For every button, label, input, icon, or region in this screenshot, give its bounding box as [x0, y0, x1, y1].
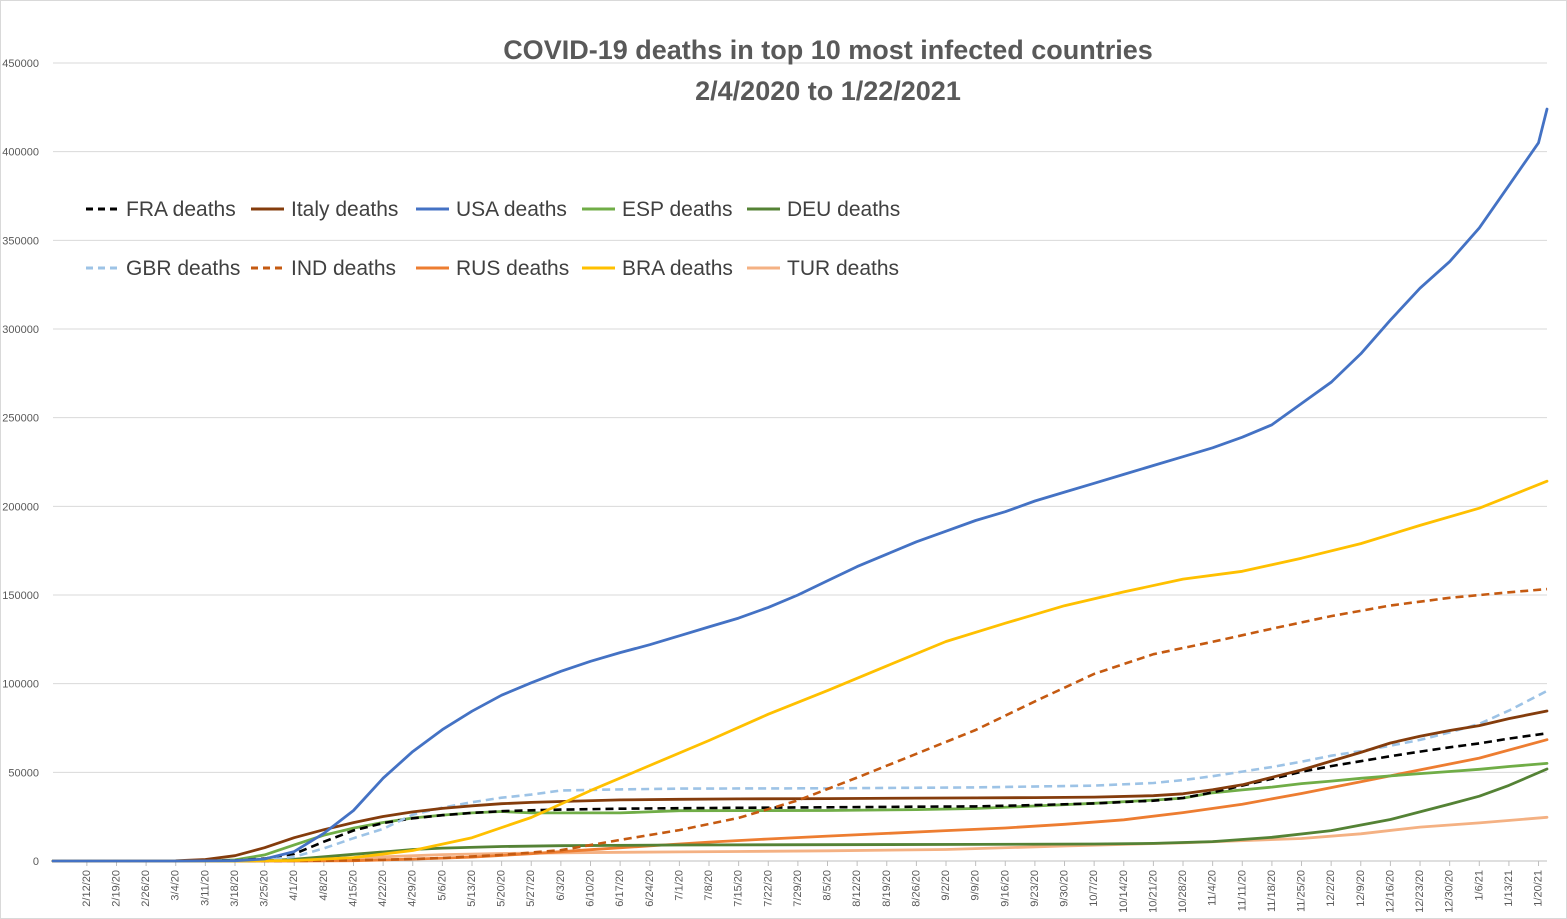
x-tick-label: 10/14/20 — [1118, 870, 1130, 913]
x-tick-label: 3/18/20 — [229, 870, 241, 907]
x-tick-label: 3/4/20 — [170, 870, 182, 901]
x-tick-label: 8/5/20 — [822, 870, 834, 901]
y-tick-label: 300000 — [2, 324, 39, 336]
x-tick-label: 4/1/20 — [288, 870, 300, 901]
legend-label-fra: FRA deaths — [126, 198, 236, 221]
x-tick-label: 12/9/20 — [1355, 870, 1367, 907]
x-tick-label: 9/9/20 — [970, 870, 982, 901]
y-tick-label: 0 — [33, 856, 39, 868]
x-tick-label: 1/13/21 — [1503, 870, 1515, 907]
legend-label-deu: DEU deaths — [787, 198, 900, 221]
x-tick-label: 6/3/20 — [555, 870, 567, 901]
series-lines — [51, 107, 1549, 863]
x-tick-label: 6/17/20 — [614, 870, 626, 907]
y-tick-label: 50000 — [8, 767, 39, 779]
x-tick-label: 12/30/20 — [1444, 870, 1456, 913]
series-line-bra — [51, 479, 1549, 863]
y-tick-label: 400000 — [2, 147, 39, 159]
x-tick-label: 11/25/20 — [1296, 870, 1308, 912]
x-tick-label: 11/18/20 — [1266, 870, 1278, 912]
x-tick-label: 6/10/20 — [585, 870, 597, 907]
x-tick-label: 12/2/20 — [1325, 870, 1337, 907]
x-tick-label: 1/6/21 — [1473, 870, 1485, 901]
x-tick-label: 3/11/20 — [199, 870, 211, 906]
x-tick-label: 5/6/20 — [436, 870, 448, 901]
chart-subtitle: 2/4/2020 to 1/22/2021 — [695, 76, 961, 106]
legend: FRA deaths Italy deaths USA deaths ESP deat… — [86, 198, 900, 280]
x-tick-label: 11/11/20 — [1236, 870, 1248, 911]
y-tick-label: 250000 — [2, 413, 39, 425]
legend-label-tur: TUR deaths — [787, 257, 899, 280]
x-tick-label: 2/26/20 — [140, 870, 152, 907]
x-tick-label: 11/4/20 — [1207, 870, 1219, 906]
series-line-esp — [51, 762, 1549, 863]
x-tick-label: 7/22/20 — [762, 870, 774, 907]
x-tick-label: 9/23/20 — [1029, 870, 1041, 907]
x-tick-label: 4/15/20 — [347, 870, 359, 907]
x-tick-label: 7/15/20 — [733, 870, 745, 907]
x-tick-label: 7/1/20 — [673, 870, 685, 901]
legend-label-gbr: GBR deaths — [126, 257, 240, 280]
x-tick-label: 10/7/20 — [1088, 870, 1100, 907]
y-tick-label: 150000 — [2, 590, 39, 602]
x-tick-label: 9/30/20 — [1059, 870, 1071, 907]
legend-label-bra: BRA deaths — [622, 257, 733, 280]
series-line-ind — [53, 587, 1548, 863]
x-tick-label: 10/28/20 — [1177, 870, 1189, 913]
x-tick-label: 6/24/20 — [644, 870, 656, 907]
legend-label-usa: USA deaths — [456, 198, 567, 221]
chart-title: COVID-19 deaths in top 10 most infected … — [503, 35, 1153, 65]
x-tick-label: 7/29/20 — [792, 870, 804, 907]
y-axis-tick-labels: 0 50000 100000 150000 200000 250000 300000 3500… — [2, 58, 39, 868]
y-tick-label: 350000 — [2, 235, 39, 247]
x-tick-label: 9/16/20 — [999, 870, 1011, 907]
x-axis-tick-labels: 2/12/20 2/19/20 2/26/20 3/4/20 3/11/20 3/18/2… — [81, 870, 1545, 913]
x-tick-label: 12/16/20 — [1384, 870, 1396, 913]
x-tick-label: 5/27/20 — [525, 870, 537, 907]
x-tick-label: 10/21/20 — [1147, 870, 1159, 913]
legend-label-rus: RUS deaths — [456, 257, 569, 280]
x-tick-label: 2/12/20 — [81, 870, 93, 907]
series-line-fra — [53, 732, 1548, 863]
x-tick-label: 5/13/20 — [466, 870, 478, 907]
x-tick-label: 4/29/20 — [407, 870, 419, 907]
y-tick-label: 200000 — [2, 501, 39, 513]
x-tick-label: 1/20/21 — [1533, 870, 1545, 907]
legend-label-italy: Italy deaths — [291, 198, 398, 221]
x-tick-label: 4/8/20 — [318, 870, 330, 901]
series-line-usa — [51, 107, 1549, 863]
series-line-italy — [51, 709, 1549, 863]
series-line-tur — [51, 815, 1549, 863]
y-tick-label: 450000 — [2, 58, 39, 70]
x-tick-label: 7/8/20 — [703, 870, 715, 901]
series-line-rus — [51, 738, 1549, 863]
legend-label-ind: IND deaths — [291, 257, 396, 280]
x-tick-label: 2/19/20 — [110, 870, 122, 907]
x-tick-label: 9/2/20 — [940, 870, 952, 901]
x-tick-label: 8/19/20 — [881, 870, 893, 907]
y-tick-label: 100000 — [2, 679, 39, 691]
x-tick-label: 8/26/20 — [910, 870, 922, 907]
x-tick-label: 12/23/20 — [1414, 870, 1426, 913]
x-tick-label: 4/22/20 — [377, 870, 389, 907]
legend-label-esp: ESP deaths — [622, 198, 733, 221]
x-tick-label: 3/25/20 — [259, 870, 271, 907]
x-tick-label: 5/20/20 — [496, 870, 508, 907]
x-tick-label: 8/12/20 — [851, 870, 863, 907]
